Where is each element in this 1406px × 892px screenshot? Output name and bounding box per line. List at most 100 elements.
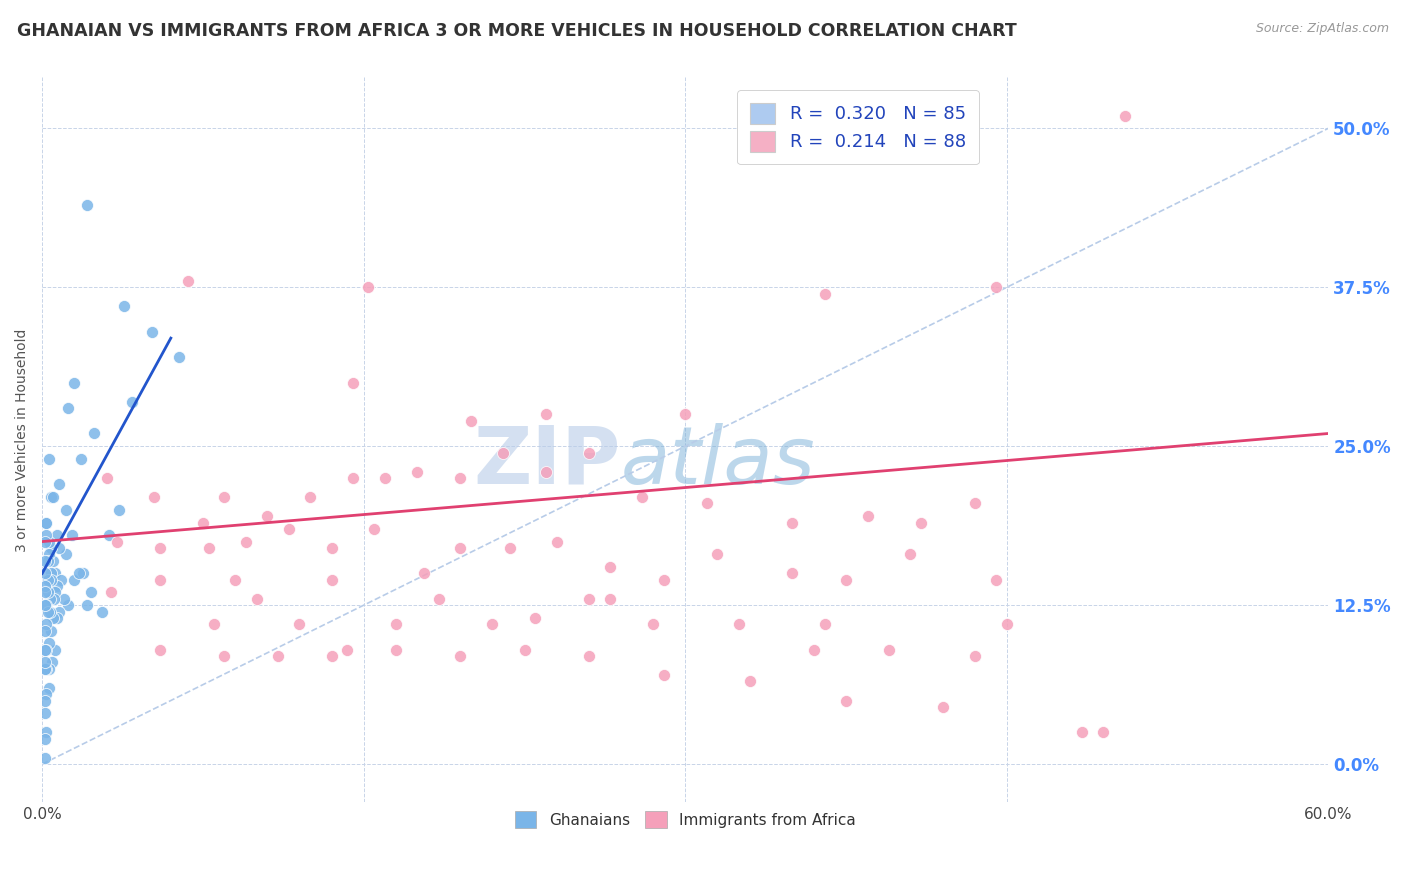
- Point: [492, 445, 515, 459]
- Point: [412, 566, 434, 581]
- Point: [374, 471, 396, 485]
- Point: [277, 522, 299, 536]
- Point: [856, 509, 879, 524]
- Point: [599, 560, 621, 574]
- Point: [984, 573, 1007, 587]
- Point: [34, 579, 56, 593]
- Point: [427, 591, 450, 606]
- Point: [48, 477, 70, 491]
- Point: [534, 408, 557, 422]
- Point: [67, 566, 90, 581]
- Point: [460, 414, 482, 428]
- Y-axis label: 3 or more Vehicles in Household: 3 or more Vehicles in Household: [15, 328, 30, 551]
- Point: [803, 642, 825, 657]
- Point: [599, 591, 621, 606]
- Point: [706, 547, 728, 561]
- Point: [44, 566, 66, 581]
- Point: [835, 573, 858, 587]
- Point: [342, 376, 364, 390]
- Point: [35, 516, 58, 530]
- Point: [578, 591, 600, 606]
- Point: [42, 591, 65, 606]
- Point: [55, 547, 77, 561]
- Point: [696, 496, 718, 510]
- Point: [898, 547, 921, 561]
- Point: [69, 451, 91, 466]
- Point: [46, 528, 69, 542]
- Point: [363, 522, 385, 536]
- Point: [34, 554, 56, 568]
- Legend: Ghanaians, Immigrants from Africa: Ghanaians, Immigrants from Africa: [509, 805, 862, 835]
- Point: [321, 648, 343, 663]
- Point: [149, 573, 172, 587]
- Point: [782, 566, 804, 581]
- Point: [34, 566, 56, 581]
- Point: [35, 662, 58, 676]
- Point: [1070, 725, 1092, 739]
- Point: [224, 573, 246, 587]
- Point: [513, 642, 536, 657]
- Point: [995, 617, 1018, 632]
- Point: [108, 503, 131, 517]
- Point: [44, 642, 66, 657]
- Point: [149, 541, 172, 555]
- Point: [498, 541, 520, 555]
- Point: [534, 465, 557, 479]
- Point: [35, 617, 58, 632]
- Point: [984, 280, 1007, 294]
- Point: [51, 573, 73, 587]
- Point: [72, 566, 94, 581]
- Point: [214, 648, 236, 663]
- Point: [321, 573, 343, 587]
- Point: [41, 656, 63, 670]
- Point: [76, 197, 98, 211]
- Point: [52, 591, 75, 606]
- Point: [38, 681, 60, 695]
- Point: [35, 725, 58, 739]
- Point: [63, 573, 86, 587]
- Point: [55, 503, 77, 517]
- Text: atlas: atlas: [621, 423, 815, 500]
- Point: [149, 642, 172, 657]
- Point: [44, 585, 66, 599]
- Point: [42, 611, 65, 625]
- Point: [177, 274, 200, 288]
- Point: [39, 573, 62, 587]
- Point: [782, 516, 804, 530]
- Point: [34, 624, 56, 638]
- Point: [46, 611, 69, 625]
- Point: [38, 451, 60, 466]
- Point: [38, 636, 60, 650]
- Point: [60, 528, 83, 542]
- Point: [835, 693, 858, 707]
- Point: [1092, 725, 1115, 739]
- Point: [38, 662, 60, 676]
- Point: [46, 579, 69, 593]
- Point: [34, 585, 56, 599]
- Point: [91, 605, 114, 619]
- Point: [48, 605, 70, 619]
- Point: [449, 648, 471, 663]
- Point: [963, 496, 986, 510]
- Point: [34, 642, 56, 657]
- Point: [449, 541, 471, 555]
- Point: [34, 731, 56, 746]
- Point: [42, 554, 65, 568]
- Point: [321, 541, 343, 555]
- Point: [34, 751, 56, 765]
- Point: [578, 445, 600, 459]
- Point: [673, 408, 696, 422]
- Point: [652, 668, 675, 682]
- Point: [643, 617, 665, 632]
- Point: [256, 509, 278, 524]
- Point: [931, 699, 953, 714]
- Point: [34, 534, 56, 549]
- Point: [42, 490, 65, 504]
- Point: [267, 648, 290, 663]
- Text: ZIP: ZIP: [474, 423, 621, 500]
- Point: [142, 490, 165, 504]
- Point: [35, 528, 58, 542]
- Point: [63, 376, 86, 390]
- Point: [738, 674, 761, 689]
- Point: [39, 490, 62, 504]
